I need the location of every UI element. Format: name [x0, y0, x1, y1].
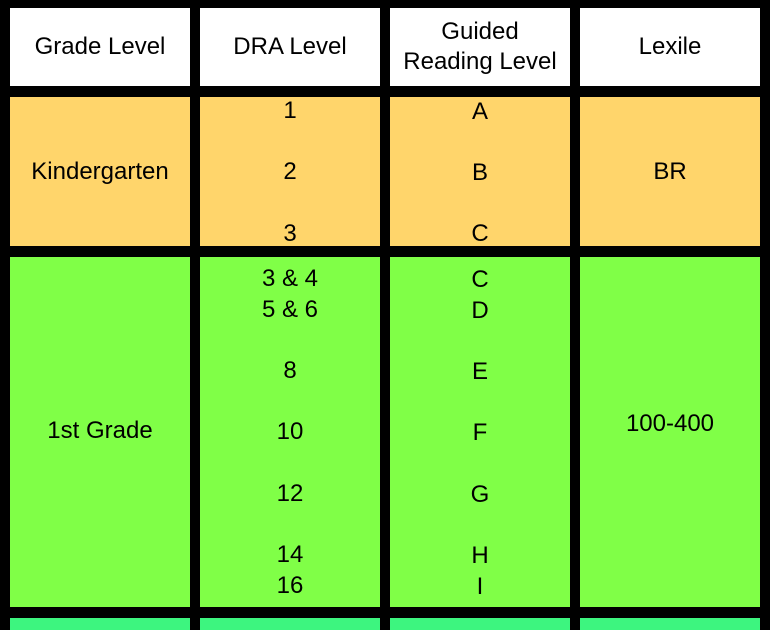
header-grade-level: Grade Level	[10, 8, 190, 86]
kindergarten-guided-cell: A B C	[390, 97, 570, 247]
header-guided-reading-level: Guided Reading Level	[390, 8, 570, 86]
first-grade-lexile-cell: 100-400	[580, 257, 760, 607]
next-row-dra-cell	[200, 618, 380, 630]
header-lexile: Lexile	[580, 8, 760, 86]
kindergarten-dra-cell: 1 2 3	[200, 97, 380, 247]
first-grade-dra-5-6: 5 & 6	[261, 296, 319, 323]
kindergarten-dra-1: 1	[283, 97, 297, 124]
first-grade-guided-cell: C D E F G H I	[390, 257, 570, 607]
first-grade-dra-16: 16	[276, 572, 304, 599]
first-grade-guided-h: H	[471, 542, 489, 569]
header-guided-line2: Reading Level	[403, 48, 557, 75]
first-grade-lexile-text: 100-400	[625, 410, 715, 437]
header-grade-level-text: Grade Level	[34, 33, 166, 60]
kindergarten-dra-3: 3	[283, 220, 297, 247]
first-grade-dra-10: 10	[276, 418, 304, 445]
first-grade-dra-8: 8	[283, 357, 297, 384]
first-grade-grade-cell: 1st Grade	[10, 257, 190, 607]
header-guided-line1: Guided	[441, 18, 519, 45]
kindergarten-grade-cell: Kindergarten	[10, 97, 190, 246]
header-dra-level-text: DRA Level	[233, 33, 347, 60]
first-grade-dra-3-4: 3 & 4	[261, 265, 319, 292]
kindergarten-dra-2: 2	[283, 158, 297, 185]
header-dra-level: DRA Level	[200, 8, 380, 86]
kindergarten-guided-b: B	[471, 159, 488, 186]
first-grade-guided-g: G	[470, 481, 490, 508]
first-grade-guided-e: E	[471, 358, 488, 385]
first-grade-grade-text: 1st Grade	[47, 417, 153, 444]
kindergarten-guided-a: A	[471, 98, 488, 125]
kindergarten-guided-c: C	[471, 220, 489, 247]
first-grade-dra-12: 12	[276, 480, 304, 507]
header-lexile-text: Lexile	[638, 33, 702, 60]
first-grade-guided-d: D	[471, 297, 489, 324]
next-row-grade-cell	[10, 618, 190, 630]
kindergarten-lexile-text: BR	[653, 157, 687, 185]
kindergarten-grade-text: Kindergarten	[31, 157, 169, 185]
first-grade-dra-14: 14	[276, 541, 304, 568]
first-grade-guided-c: C	[471, 266, 489, 293]
first-grade-guided-i: I	[476, 573, 484, 600]
first-grade-dra-cell: 3 & 4 5 & 6 8 10 12 14 16	[200, 257, 380, 607]
next-row-guided-cell	[390, 618, 570, 630]
first-grade-guided-f: F	[472, 419, 488, 446]
kindergarten-lexile-cell: BR	[580, 97, 760, 246]
next-row-lexile-cell	[580, 618, 760, 630]
